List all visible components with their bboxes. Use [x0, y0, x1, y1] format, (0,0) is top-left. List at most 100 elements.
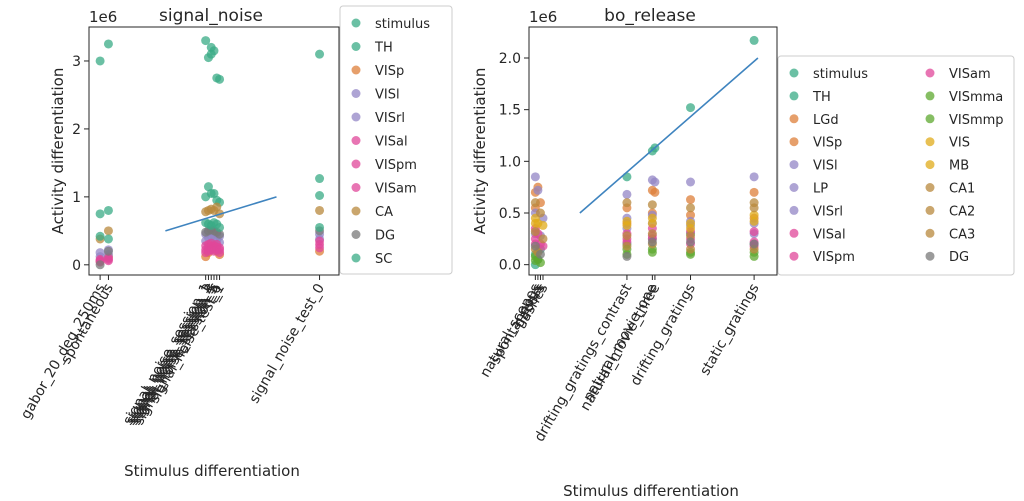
data-point [749, 172, 759, 182]
data-point [535, 249, 545, 259]
data-point [215, 74, 225, 84]
data-point [538, 234, 548, 244]
legend-marker [925, 228, 935, 238]
series-stimulus [530, 35, 759, 270]
data-point [203, 182, 213, 192]
legend-marker [925, 114, 935, 124]
legend-marker [925, 91, 935, 101]
data-point [686, 210, 696, 220]
data-point [749, 227, 759, 237]
data-point [530, 172, 540, 182]
data-point [315, 222, 325, 232]
x-axis-label-2: Stimulus differentiation [563, 482, 739, 500]
legend-marker [789, 251, 799, 261]
y-ticks-1: 0 1 2 3 [72, 54, 89, 274]
legend-marker [789, 68, 799, 78]
y-ticks-2: 0.0 0.5 1.0 1.5 2.0 [499, 51, 529, 274]
data-point [686, 237, 696, 247]
data-point [535, 208, 545, 218]
x-axis-label-1: Stimulus differentiation [124, 462, 300, 480]
data-point [647, 218, 657, 228]
series-CA2 [530, 239, 759, 257]
legend-marker [351, 206, 361, 216]
legend-marker [789, 183, 799, 192]
series-VISam [95, 236, 325, 267]
y-exponent-1: 1e6 [89, 8, 117, 26]
legend-marker [789, 228, 799, 238]
data-point [212, 202, 222, 212]
legend-label: SC [375, 252, 392, 267]
y-tick-label: 3 [72, 54, 81, 70]
series-MB [530, 210, 759, 233]
data-point [215, 222, 225, 232]
data-point [622, 189, 632, 199]
legend-label: VISal [375, 135, 408, 150]
series-CA [95, 202, 325, 244]
series-SC [95, 218, 325, 244]
y-tick-label: 1.5 [499, 103, 521, 119]
legend-1: stimulus TH VISp VISl VISrl VISal VISpm VISam CA… [339, 5, 453, 275]
legend-marker [351, 159, 361, 169]
data-point [686, 203, 696, 213]
y-tick-label: 1 [72, 190, 81, 206]
legend-label: VISal [813, 227, 846, 242]
data-point [749, 187, 759, 197]
data-point [315, 243, 325, 253]
legend-label: VISmmp [949, 113, 1004, 128]
legend-label: stimulus [813, 67, 868, 82]
y-tick-label: 2.0 [499, 51, 521, 67]
legend-label: VISam [949, 67, 991, 82]
x-tick-label: static_gratings [697, 281, 762, 378]
data-point [622, 172, 632, 182]
data-point [103, 39, 113, 49]
series-LGd [530, 182, 759, 213]
data-point [95, 231, 105, 241]
data-point [315, 49, 325, 59]
chart-title-1: signal_noise [159, 6, 263, 26]
data-point [533, 185, 543, 195]
panel-signal-noise: signal_noise 1e6 0 1 2 3 gabor_20_deg_250ms… [18, 5, 453, 480]
series-VISpm [530, 231, 759, 249]
legend-marker [351, 65, 361, 75]
series-stimulus [95, 36, 325, 84]
plot-frame-2 [528, 26, 778, 276]
legend-marker [925, 160, 935, 170]
legend-label: VISpm [375, 158, 417, 173]
y-tick-label: 0 [72, 258, 81, 274]
legend-label: VISp [813, 136, 842, 151]
y-exponent-2: 1e6 [529, 8, 557, 26]
y-tick-label: 2 [72, 122, 81, 138]
legend-box [777, 55, 1015, 276]
data-point [215, 229, 225, 239]
data-point [538, 241, 548, 251]
series-VIS [530, 213, 759, 230]
legend-marker [351, 183, 361, 192]
legend-label: VISpm [813, 250, 855, 265]
data-point [103, 226, 113, 236]
fit-line-1 [165, 196, 277, 232]
data-point [95, 260, 105, 270]
series-DG [530, 237, 759, 261]
data-point [650, 177, 660, 187]
legend-label: LP [813, 182, 828, 197]
data-point [622, 198, 632, 208]
data-point [530, 241, 540, 251]
series-CA1 [530, 198, 759, 218]
legend-marker [789, 137, 799, 147]
y-tick-label: 0.5 [499, 206, 521, 222]
series-LP [530, 218, 759, 241]
series-TH [530, 229, 759, 259]
legend-label: CA3 [949, 227, 975, 242]
legend-label: TH [812, 90, 831, 105]
data-point [650, 187, 660, 197]
data-point [201, 36, 211, 46]
data-point [622, 241, 632, 251]
data-point [749, 251, 759, 261]
legend-marker [789, 91, 799, 101]
data-point [95, 56, 105, 66]
data-point [749, 239, 759, 249]
legend-label: DG [949, 250, 969, 265]
y-tick-label: 1.0 [499, 154, 521, 170]
chart-title-2: bo_release [604, 6, 696, 26]
data-point [315, 174, 325, 184]
